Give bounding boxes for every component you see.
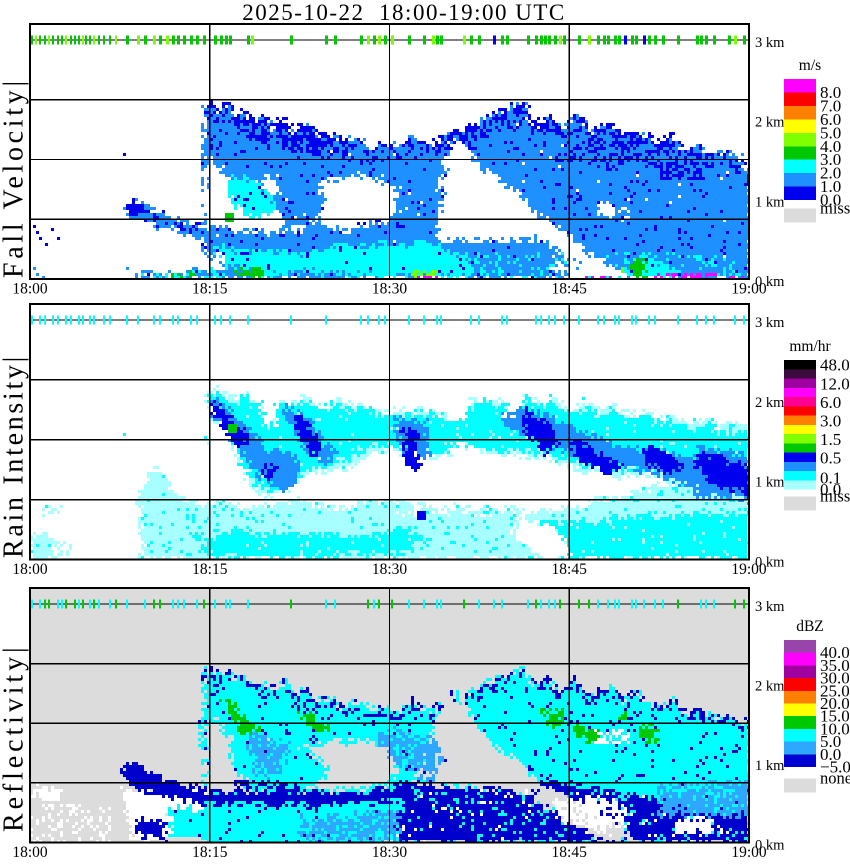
svg-text:19:00: 19:00	[731, 844, 767, 861]
svg-text:20.0: 20.0	[820, 694, 850, 713]
svg-text:18:30: 18:30	[372, 844, 408, 861]
svg-text:18:45: 18:45	[552, 281, 588, 298]
svg-text:18:45: 18:45	[552, 844, 588, 861]
svg-text:0.0: 0.0	[820, 191, 841, 210]
svg-text:none: none	[820, 769, 850, 788]
svg-text:0.1: 0.1	[820, 469, 841, 488]
svg-text:1.0: 1.0	[820, 177, 841, 196]
svg-text:0 km: 0 km	[755, 838, 785, 854]
svg-text:18:00: 18:00	[12, 561, 48, 578]
svg-text:48.0: 48.0	[820, 356, 850, 375]
svg-text:2.0: 2.0	[820, 164, 841, 183]
svg-text:19:00: 19:00	[731, 281, 767, 298]
svg-text:15.0: 15.0	[820, 707, 850, 726]
svg-text:1.5: 1.5	[820, 430, 841, 449]
svg-text:5.0: 5.0	[820, 123, 841, 142]
svg-text:18:15: 18:15	[192, 281, 228, 298]
svg-text:12.0: 12.0	[820, 375, 850, 394]
svg-text:3 km: 3 km	[755, 35, 785, 51]
svg-text:6.0: 6.0	[820, 110, 841, 129]
svg-text:2 km: 2 km	[755, 679, 785, 695]
svg-text:4.0: 4.0	[820, 137, 841, 156]
svg-text:18:30: 18:30	[372, 561, 408, 578]
svg-text:6.0: 6.0	[820, 393, 841, 412]
svg-text:18:15: 18:15	[192, 844, 228, 861]
svg-text:miss: miss	[820, 199, 850, 218]
svg-text:0 km: 0 km	[755, 555, 785, 571]
svg-text:3 km: 3 km	[755, 315, 785, 331]
svg-text:3 km: 3 km	[755, 599, 785, 615]
svg-text:mm/hr: mm/hr	[789, 338, 831, 355]
svg-text:1 km: 1 km	[755, 475, 785, 491]
svg-text:0.0: 0.0	[820, 745, 841, 764]
svg-text:miss: miss	[820, 487, 850, 506]
svg-text:18:30: 18:30	[372, 281, 408, 298]
svg-text:35.0: 35.0	[820, 656, 850, 675]
svg-text:m/s: m/s	[799, 57, 821, 74]
svg-text:18:15: 18:15	[192, 561, 228, 578]
svg-text:30.0: 30.0	[820, 669, 850, 688]
svg-text:18:00: 18:00	[12, 844, 48, 861]
svg-text:10.0: 10.0	[820, 719, 850, 738]
svg-text:5.0: 5.0	[820, 732, 841, 751]
svg-text:3.0: 3.0	[820, 412, 841, 431]
svg-text:Rain Intensity|: Rain Intensity|	[0, 354, 30, 558]
svg-text:40.0: 40.0	[820, 643, 850, 662]
svg-text:dBZ: dBZ	[796, 618, 824, 635]
svg-text:2 km: 2 km	[755, 395, 785, 411]
svg-text:0.0: 0.0	[820, 480, 841, 499]
svg-text:8.0: 8.0	[820, 83, 841, 102]
svg-text:−5.0: −5.0	[820, 758, 850, 777]
svg-text:0 km: 0 km	[755, 274, 785, 290]
svg-text:25.0: 25.0	[820, 681, 850, 700]
svg-text:2 km: 2 km	[755, 115, 785, 131]
svg-text:18:00: 18:00	[12, 281, 48, 298]
svg-text:18:45: 18:45	[552, 561, 588, 578]
svg-text:Fall Velocity|: Fall Velocity|	[0, 77, 30, 278]
svg-text:Reflectivity|: Reflectivity|	[0, 644, 30, 833]
svg-text:2025-10-22 18:00-19:00 UTC: 2025-10-22 18:00-19:00 UTC	[242, 0, 566, 25]
svg-text:3.0: 3.0	[820, 150, 841, 169]
svg-text:0.5: 0.5	[820, 449, 841, 468]
svg-text:1 km: 1 km	[755, 194, 785, 210]
svg-text:1 km: 1 km	[755, 758, 785, 774]
svg-text:19:00: 19:00	[731, 561, 767, 578]
svg-text:7.0: 7.0	[820, 96, 841, 115]
